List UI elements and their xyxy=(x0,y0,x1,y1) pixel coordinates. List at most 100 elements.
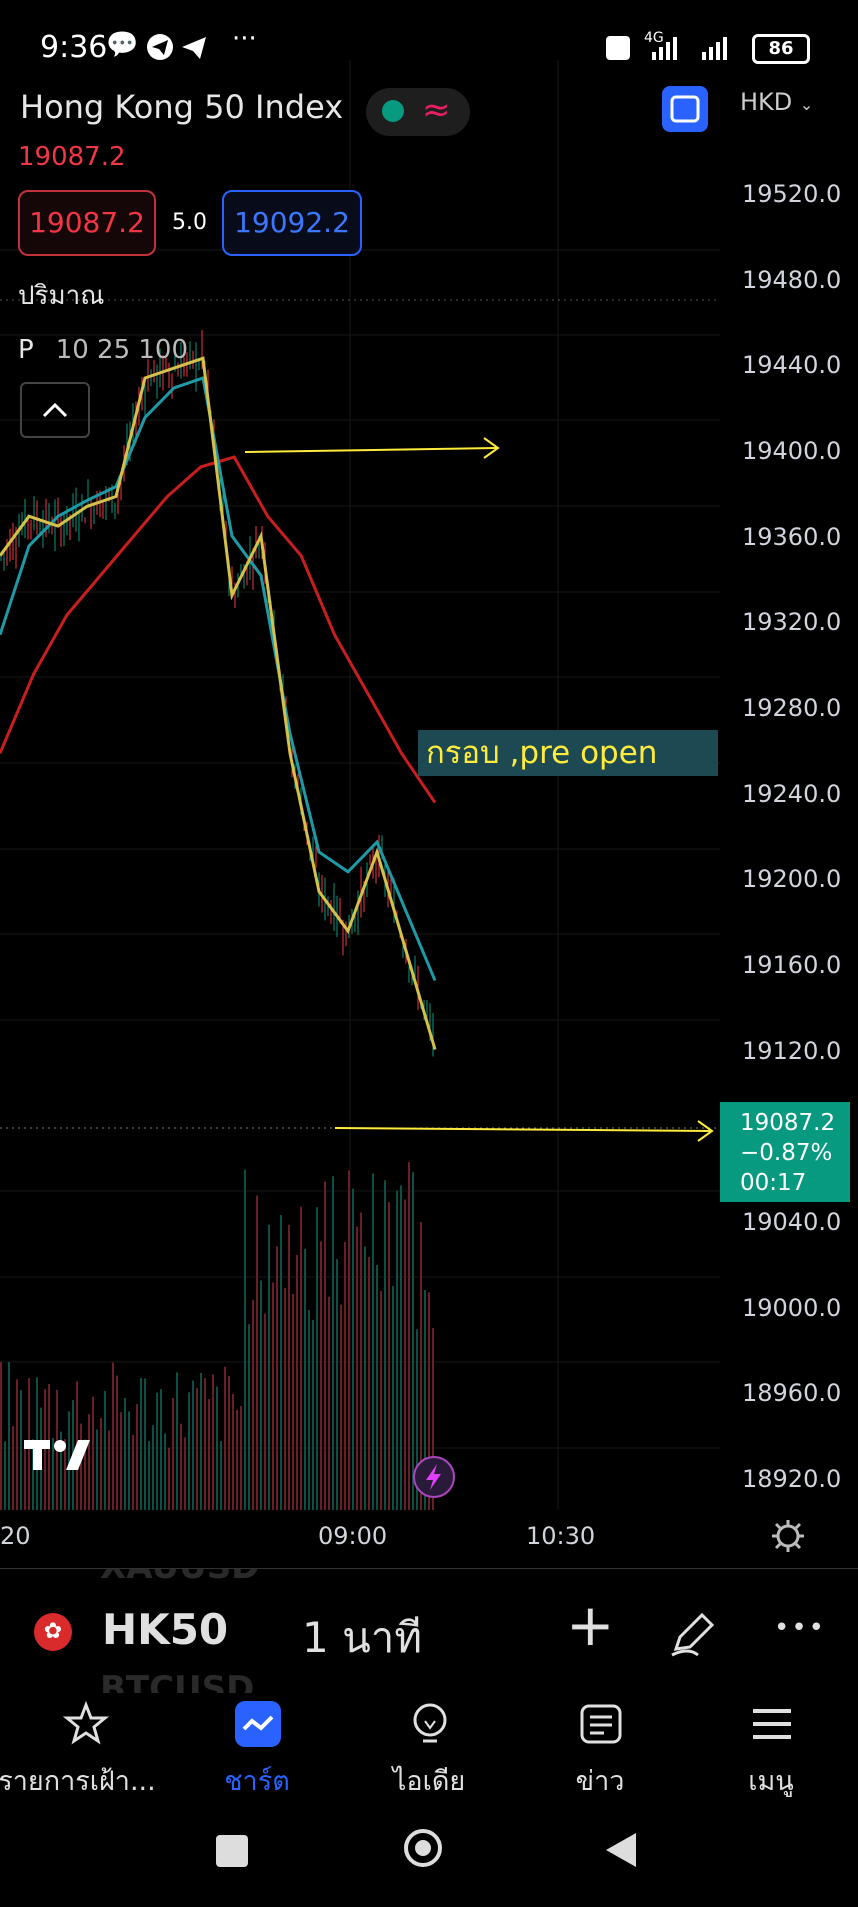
drawing-pen-icon[interactable] xyxy=(668,1609,718,1663)
volume-bar xyxy=(132,1434,134,1510)
symbol-toolbar: XAUUSD ✿ HK50 1 นาที BTCUSD + ••• xyxy=(0,1568,858,1693)
price-chart[interactable] xyxy=(0,60,720,1510)
home-icon xyxy=(415,1840,431,1856)
menu-icon xyxy=(753,1709,791,1739)
volume-bar xyxy=(352,1188,354,1510)
volume-bar xyxy=(408,1162,410,1510)
news-icon xyxy=(580,1704,622,1744)
volume-bar xyxy=(44,1389,46,1510)
buy-button[interactable]: 19092.2 xyxy=(222,190,362,256)
volume-bar xyxy=(52,1437,54,1510)
volume-bar xyxy=(292,1293,294,1510)
lightbulb-icon xyxy=(413,1703,447,1743)
volume-bar xyxy=(284,1288,286,1510)
trend-arrow-lower xyxy=(334,1120,714,1142)
trend-arrow-upper xyxy=(244,437,500,459)
signal-icon xyxy=(604,34,744,68)
back-button[interactable] xyxy=(604,1831,638,1873)
volume-bar xyxy=(108,1430,110,1510)
interval-select[interactable]: 1 นาที xyxy=(302,1613,423,1662)
volume-legend[interactable]: ปริมาณ xyxy=(18,281,105,311)
volume-bar xyxy=(0,1361,2,1510)
volume-bar xyxy=(136,1404,138,1510)
tradingview-logo-icon xyxy=(24,1438,94,1478)
symbol-picker-next[interactable]: BTCUSD xyxy=(100,1669,255,1693)
volume-bar xyxy=(300,1206,302,1510)
volume-bar xyxy=(32,1439,34,1510)
ma-label: P xyxy=(18,335,34,365)
home-button[interactable] xyxy=(404,1829,442,1867)
ma-legend[interactable]: P 10 25 100 xyxy=(18,335,188,365)
volume-bar xyxy=(332,1176,334,1510)
symbol-title[interactable]: Hong Kong 50 Index xyxy=(20,88,344,126)
volume-bar xyxy=(8,1362,10,1510)
volume-bar xyxy=(268,1224,270,1510)
volume-bar xyxy=(304,1248,306,1510)
add-icon[interactable]: + xyxy=(566,1591,615,1659)
sell-button[interactable]: 19087.2 xyxy=(18,190,156,256)
chart-icon xyxy=(235,1701,281,1747)
volume-bar xyxy=(328,1296,330,1510)
bottom-nav: รายการเฝ้า... ชาร์ต ไอเดีย ข่าว เมนู xyxy=(0,1695,858,1805)
volume-bar xyxy=(280,1215,282,1510)
price-tick: 19480.0 xyxy=(742,266,842,294)
volume-bar xyxy=(244,1169,246,1510)
current-price-tag: 19087.2 −0.87% 00:17 xyxy=(720,1102,850,1202)
volume-bar xyxy=(360,1212,362,1510)
volume-bar xyxy=(112,1362,114,1510)
volume-bar xyxy=(172,1397,174,1510)
volume-bar xyxy=(192,1380,194,1510)
volume-bar xyxy=(240,1406,242,1510)
chevron-up-icon xyxy=(42,402,68,418)
volume-bar xyxy=(64,1439,66,1510)
price-tick: 19440.0 xyxy=(742,351,842,379)
volume-bar xyxy=(20,1390,22,1510)
price-tick: 19240.0 xyxy=(742,780,842,808)
volume-bar xyxy=(236,1409,238,1510)
volume-bar xyxy=(336,1259,338,1510)
ma100-line xyxy=(0,455,437,804)
volume-bar xyxy=(272,1282,274,1510)
chart-annotation[interactable]: กรอบ ,pre open xyxy=(418,730,718,776)
price-tag-price: 19087.2 xyxy=(740,1110,836,1136)
volume-bar xyxy=(84,1439,86,1510)
volume-bar xyxy=(88,1414,90,1510)
price-tick: 19400.0 xyxy=(742,437,842,465)
volume-bar xyxy=(232,1393,234,1510)
time-tick: 20 xyxy=(0,1522,31,1550)
volume-bars xyxy=(0,1162,434,1510)
ticker-symbol[interactable]: HK50 xyxy=(102,1605,229,1654)
volume-bar xyxy=(104,1390,106,1510)
currency-select[interactable]: HKD ⌄ xyxy=(740,88,814,116)
volume-bar xyxy=(404,1199,406,1510)
price-tick: 19120.0 xyxy=(742,1037,842,1065)
price-tick: 19160.0 xyxy=(742,951,842,979)
fullscreen-button[interactable] xyxy=(662,86,708,132)
market-status-toggle[interactable]: ≈ xyxy=(366,88,470,136)
system-nav-bar xyxy=(0,1805,858,1907)
price-tick: 19320.0 xyxy=(742,608,842,636)
volume-bar xyxy=(428,1292,430,1510)
volume-bar xyxy=(248,1324,250,1510)
volume-bar xyxy=(224,1366,226,1510)
symbol-picker-prev[interactable]: XAUUSD xyxy=(100,1569,259,1587)
volume-bar xyxy=(296,1254,298,1510)
lightning-icon[interactable] xyxy=(412,1455,456,1503)
volume-bar xyxy=(128,1411,130,1510)
price-tick: 18960.0 xyxy=(742,1379,842,1407)
network-type: 4G xyxy=(644,30,664,46)
volume-bar xyxy=(396,1190,398,1510)
collapse-legend-button[interactable] xyxy=(20,382,90,438)
volume-bar xyxy=(60,1431,62,1510)
volume-bar xyxy=(324,1181,326,1510)
volume-bar xyxy=(124,1397,126,1510)
more-icon[interactable]: ••• xyxy=(774,1613,827,1643)
ma-periods: 10 25 100 xyxy=(55,335,189,365)
volume-bar xyxy=(400,1185,402,1510)
volume-bar xyxy=(148,1441,150,1510)
price-tick: 19520.0 xyxy=(742,180,842,208)
recent-apps-button[interactable] xyxy=(216,1835,248,1867)
volume-bar xyxy=(316,1207,318,1510)
volume-bar xyxy=(16,1379,18,1510)
settings-gear-icon[interactable] xyxy=(770,1518,806,1558)
